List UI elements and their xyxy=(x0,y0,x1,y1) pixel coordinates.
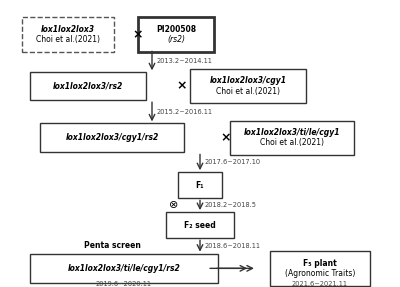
FancyBboxPatch shape xyxy=(30,254,218,283)
Text: lox1lox2lox3/cgy1: lox1lox2lox3/cgy1 xyxy=(210,76,286,86)
Text: lox1lox2lox3/ti/le/cgy1/rs2: lox1lox2lox3/ti/le/cgy1/rs2 xyxy=(68,264,180,273)
FancyBboxPatch shape xyxy=(40,123,184,152)
Text: F₂ seed: F₂ seed xyxy=(184,221,216,230)
Text: Choi et al.(2021): Choi et al.(2021) xyxy=(216,87,280,96)
Text: PI200508: PI200508 xyxy=(156,25,196,34)
Text: ×: × xyxy=(221,131,231,144)
Text: lox1lox2lox3/rs2: lox1lox2lox3/rs2 xyxy=(53,82,123,91)
FancyBboxPatch shape xyxy=(22,17,114,52)
Text: 2019.6~2020.11: 2019.6~2020.11 xyxy=(96,281,152,286)
Text: ×: × xyxy=(177,79,187,93)
Text: Choi et al.(2021): Choi et al.(2021) xyxy=(260,138,324,148)
Text: lox1lox2lox3/cgy1/rs2: lox1lox2lox3/cgy1/rs2 xyxy=(65,133,159,142)
Text: ⊗: ⊗ xyxy=(169,200,179,210)
FancyBboxPatch shape xyxy=(166,212,234,238)
FancyBboxPatch shape xyxy=(230,121,354,155)
Text: 2018.6~2018.11: 2018.6~2018.11 xyxy=(205,243,261,249)
Text: lox1lox2lox3: lox1lox2lox3 xyxy=(41,25,95,34)
FancyBboxPatch shape xyxy=(270,251,370,286)
Text: 2021.6~2021.11: 2021.6~2021.11 xyxy=(292,281,348,286)
FancyBboxPatch shape xyxy=(190,69,306,103)
Text: lox1lox2lox3/ti/le/cgy1: lox1lox2lox3/ti/le/cgy1 xyxy=(244,128,340,137)
Text: Penta screen: Penta screen xyxy=(84,241,140,251)
Text: 2018.2~2018.5: 2018.2~2018.5 xyxy=(205,202,257,208)
Text: 2015.2~2016.11: 2015.2~2016.11 xyxy=(157,109,213,115)
Text: ×: × xyxy=(133,28,143,41)
Text: 2017.6~2017.10: 2017.6~2017.10 xyxy=(205,159,261,165)
Text: F₁: F₁ xyxy=(196,181,204,190)
Text: F₅ plant: F₅ plant xyxy=(303,259,337,268)
Text: (rs2): (rs2) xyxy=(167,35,185,44)
FancyBboxPatch shape xyxy=(178,172,222,198)
Text: 2013.2~2014.11: 2013.2~2014.11 xyxy=(157,58,213,64)
FancyBboxPatch shape xyxy=(138,17,214,52)
FancyBboxPatch shape xyxy=(30,72,146,100)
Text: (Agronomic Traits): (Agronomic Traits) xyxy=(285,269,355,278)
Text: Choi et al.(2021): Choi et al.(2021) xyxy=(36,35,100,44)
